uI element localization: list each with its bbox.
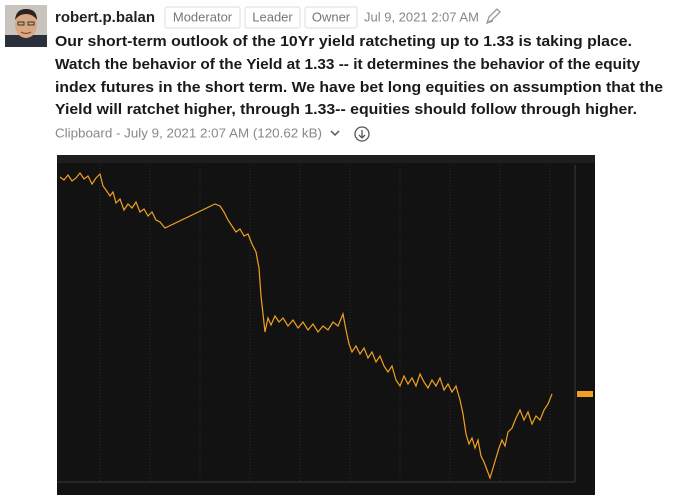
badge: Leader	[244, 6, 301, 29]
avatar[interactable]	[5, 5, 47, 47]
expand-chevron[interactable]	[330, 130, 340, 137]
edit-icon[interactable]	[485, 8, 501, 25]
attachment-info: Clipboard - July 9, 2021 2:07 AM (120.62…	[55, 125, 322, 140]
message-line: Watch the behavior of the Yield at 1.33 …	[55, 56, 641, 73]
badge: Moderator	[164, 6, 241, 29]
download-button[interactable]	[354, 126, 370, 142]
message-line: index futures in the short term. We have…	[55, 79, 663, 96]
author-name[interactable]: robert.p.balan	[55, 9, 155, 26]
badge: Owner	[304, 6, 358, 29]
badge-label: Moderator	[173, 9, 233, 24]
message-line: Yield will ratchet higher, through 1.33-…	[55, 101, 637, 118]
badge-label: Owner	[312, 9, 351, 24]
badge-label: Leader	[252, 9, 293, 24]
message-line: Our short-term outlook of the 10Yr yield…	[55, 33, 632, 50]
timestamp: Jul 9, 2021 2:07 AM	[364, 9, 479, 24]
attachment-image[interactable]	[57, 155, 595, 495]
